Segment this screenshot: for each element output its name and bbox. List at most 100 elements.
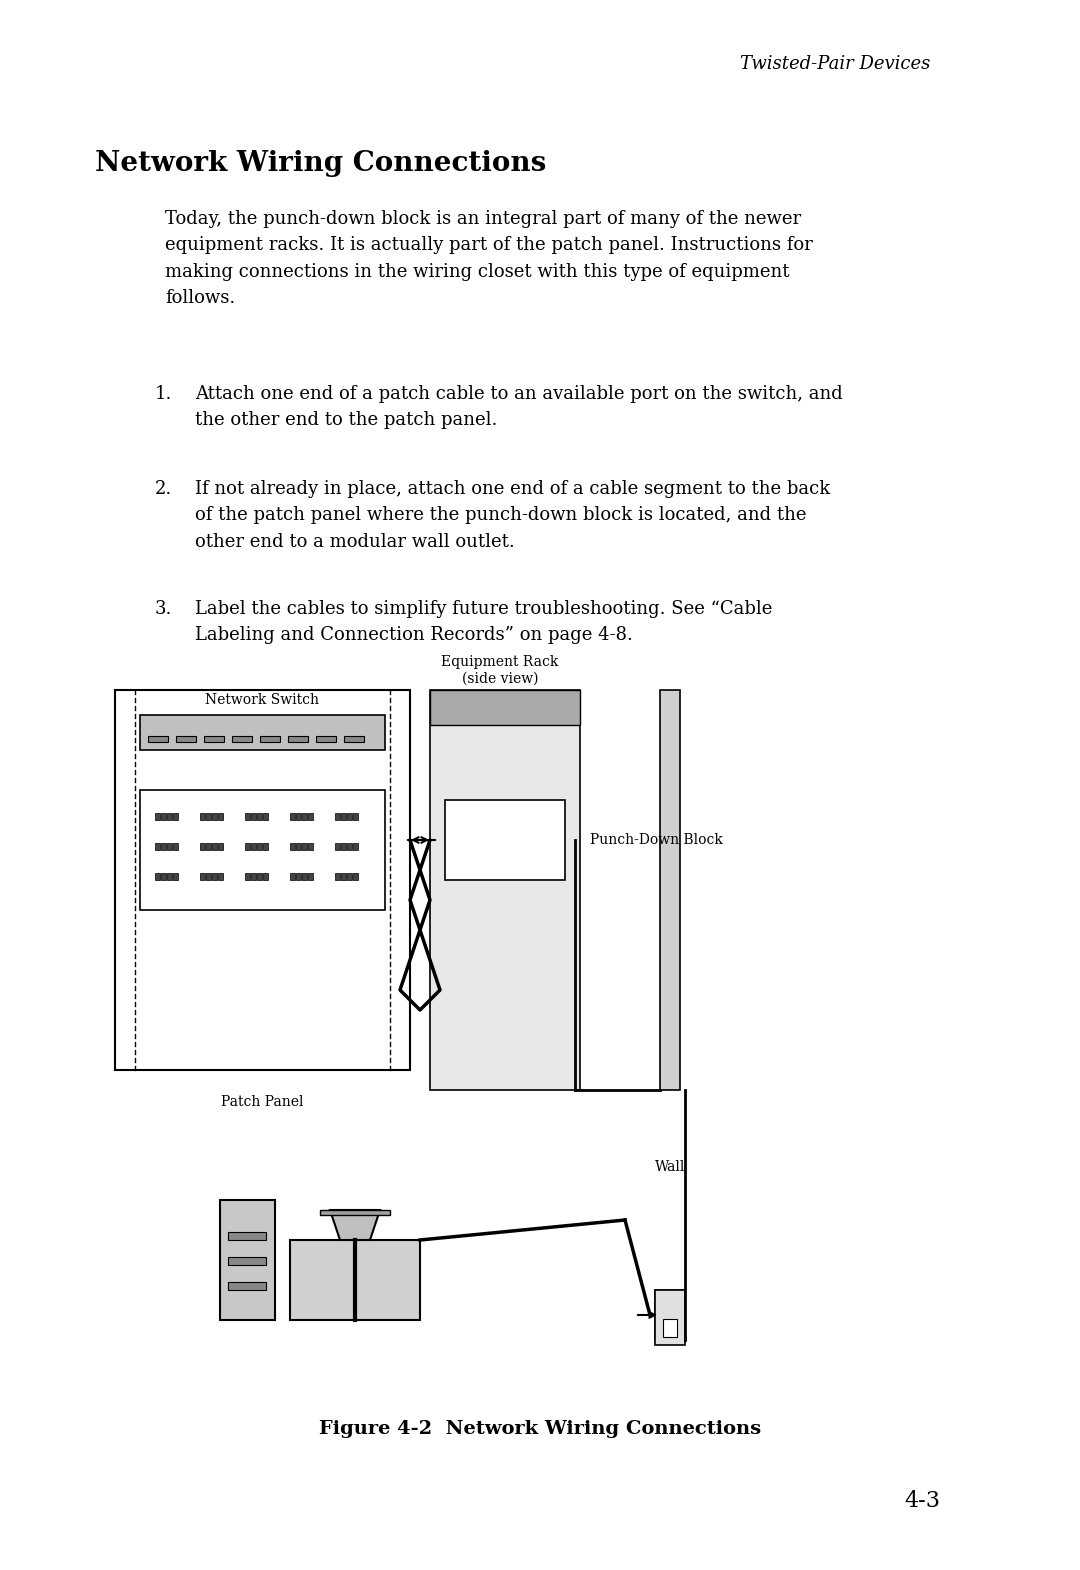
Text: 1.: 1. — [156, 385, 173, 403]
Bar — [251, 813, 256, 820]
Bar — [148, 736, 168, 743]
Bar — [663, 1319, 677, 1338]
Bar — [228, 1258, 266, 1265]
Bar — [140, 790, 384, 911]
Bar — [204, 736, 224, 743]
Bar — [308, 813, 313, 820]
Text: Wall: Wall — [654, 1160, 685, 1174]
Bar — [353, 873, 357, 881]
Bar — [264, 843, 268, 849]
Bar — [291, 843, 295, 849]
Bar — [251, 873, 256, 881]
Bar — [335, 843, 340, 849]
Text: Patch Panel: Patch Panel — [221, 1094, 303, 1108]
Bar — [341, 813, 346, 820]
Text: 4-3: 4-3 — [904, 1490, 940, 1512]
Text: 2.: 2. — [156, 480, 172, 498]
Bar — [660, 689, 680, 1090]
Bar — [114, 689, 410, 1071]
Bar — [156, 813, 160, 820]
Bar — [206, 873, 211, 881]
Text: Label the cables to simplify future troubleshooting. See “Cable
Labeling and Con: Label the cables to simplify future trou… — [195, 600, 772, 644]
Bar — [316, 736, 336, 743]
Bar — [430, 689, 580, 725]
Bar — [173, 873, 178, 881]
Bar — [347, 843, 352, 849]
Bar — [161, 813, 166, 820]
Text: Twisted-Pair Devices: Twisted-Pair Devices — [740, 55, 930, 72]
Bar — [245, 813, 249, 820]
Bar — [308, 843, 313, 849]
Bar — [161, 843, 166, 849]
Bar — [288, 736, 308, 743]
Bar — [345, 736, 364, 743]
Bar — [228, 1283, 266, 1291]
Text: 3.: 3. — [156, 600, 173, 619]
Bar — [296, 813, 301, 820]
Text: Figure 4-2  Network Wiring Connections: Figure 4-2 Network Wiring Connections — [319, 1419, 761, 1438]
Text: Network Wiring Connections: Network Wiring Connections — [95, 151, 546, 177]
Bar — [353, 813, 357, 820]
Bar — [206, 813, 211, 820]
Bar — [302, 843, 307, 849]
Bar — [296, 843, 301, 849]
Bar — [200, 873, 205, 881]
Bar — [167, 843, 172, 849]
Bar — [264, 813, 268, 820]
Bar — [212, 843, 217, 849]
Bar — [430, 689, 580, 1090]
Text: Today, the punch-down block is an integral part of many of the newer
equipment r: Today, the punch-down block is an integr… — [165, 210, 813, 308]
Bar — [212, 873, 217, 881]
Bar — [341, 843, 346, 849]
Bar — [232, 736, 252, 743]
Text: Equipment Rack
(side view): Equipment Rack (side view) — [442, 655, 558, 685]
Bar — [296, 873, 301, 881]
Bar — [200, 813, 205, 820]
Bar — [245, 873, 249, 881]
Bar — [167, 813, 172, 820]
Bar — [654, 1291, 685, 1341]
Bar — [302, 873, 307, 881]
Bar — [353, 843, 357, 849]
Text: Network Switch: Network Switch — [205, 692, 319, 706]
Polygon shape — [330, 1210, 380, 1240]
Bar — [176, 736, 195, 743]
Bar — [200, 843, 205, 849]
Bar — [654, 1291, 685, 1345]
Bar — [218, 873, 222, 881]
Bar — [257, 843, 262, 849]
Text: Punch-Down Block: Punch-Down Block — [590, 834, 723, 846]
Bar — [257, 813, 262, 820]
Bar — [260, 736, 280, 743]
Bar — [251, 843, 256, 849]
Bar — [212, 813, 217, 820]
Bar — [218, 813, 222, 820]
Bar — [206, 843, 211, 849]
Bar — [245, 843, 249, 849]
Bar — [220, 1199, 275, 1320]
Bar — [218, 843, 222, 849]
Bar — [228, 1232, 266, 1240]
Bar — [445, 801, 565, 881]
Bar — [257, 873, 262, 881]
Bar — [264, 873, 268, 881]
Bar — [291, 813, 295, 820]
Bar — [156, 873, 160, 881]
Bar — [430, 689, 580, 725]
Bar — [308, 873, 313, 881]
Bar — [335, 813, 340, 820]
Text: Attach one end of a patch cable to an available port on the switch, and
the othe: Attach one end of a patch cable to an av… — [195, 385, 842, 430]
Bar — [173, 813, 178, 820]
Bar — [291, 1240, 420, 1320]
Text: If not already in place, attach one end of a cable segment to the back
of the pa: If not already in place, attach one end … — [195, 480, 831, 551]
Bar — [335, 873, 340, 881]
Bar — [341, 873, 346, 881]
Bar — [320, 1210, 390, 1215]
Bar — [140, 714, 384, 750]
Bar — [161, 873, 166, 881]
Bar — [302, 813, 307, 820]
Bar — [347, 873, 352, 881]
Bar — [156, 843, 160, 849]
Bar — [291, 873, 295, 881]
Bar — [347, 813, 352, 820]
